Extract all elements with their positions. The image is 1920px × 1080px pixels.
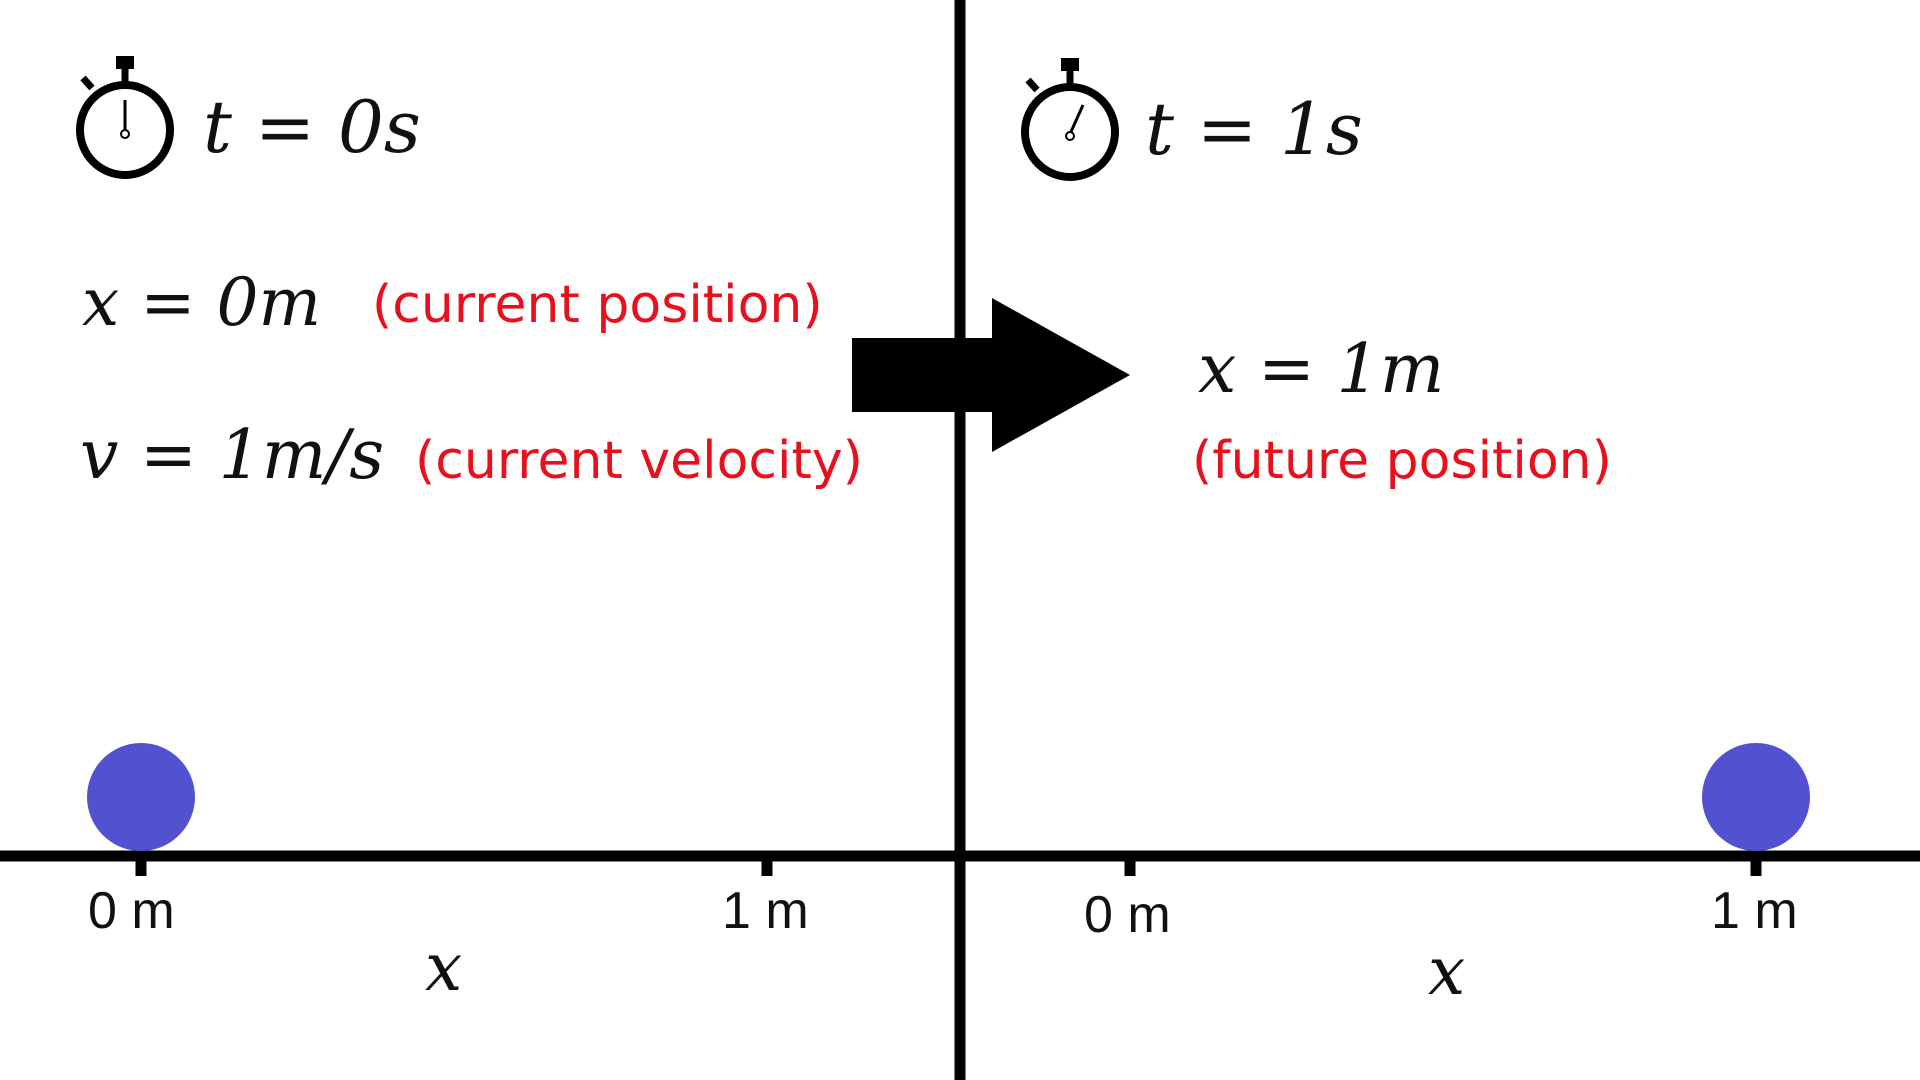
time-label-after: t = 1s xyxy=(1145,87,1363,171)
position-equation-after: x = 1m xyxy=(1198,330,1444,409)
tick-label-before-0m: 0 m xyxy=(88,882,175,940)
position-note-after: (future position) xyxy=(1192,431,1612,491)
velocity-note-before: (current velocity) xyxy=(415,431,863,491)
stopwatch-icon xyxy=(76,56,174,179)
after-panel: t = 1s x = 1m (future position) 0 m 1 m … xyxy=(1021,58,1810,1010)
velocity-equation-before: v = 1m/s xyxy=(80,416,384,495)
before-panel: t = 0s x = 0m (current position) v = 1m/… xyxy=(76,56,863,1006)
axis-label-after: x xyxy=(1428,933,1465,1010)
ball-before xyxy=(87,743,195,851)
tick-label-after-1m: 1 m xyxy=(1711,882,1798,940)
arrow-right-icon xyxy=(852,298,1130,452)
tick-label-before-1m: 1 m xyxy=(722,882,809,940)
axis-label-before: x xyxy=(425,929,462,1006)
position-equation-before: x = 0m xyxy=(82,264,321,341)
ball-after xyxy=(1702,743,1810,851)
position-note-before: (current position) xyxy=(372,275,823,335)
time-label-before: t = 0s xyxy=(203,85,421,169)
tick-label-after-0m: 0 m xyxy=(1084,886,1171,944)
stopwatch-icon xyxy=(1021,58,1119,181)
